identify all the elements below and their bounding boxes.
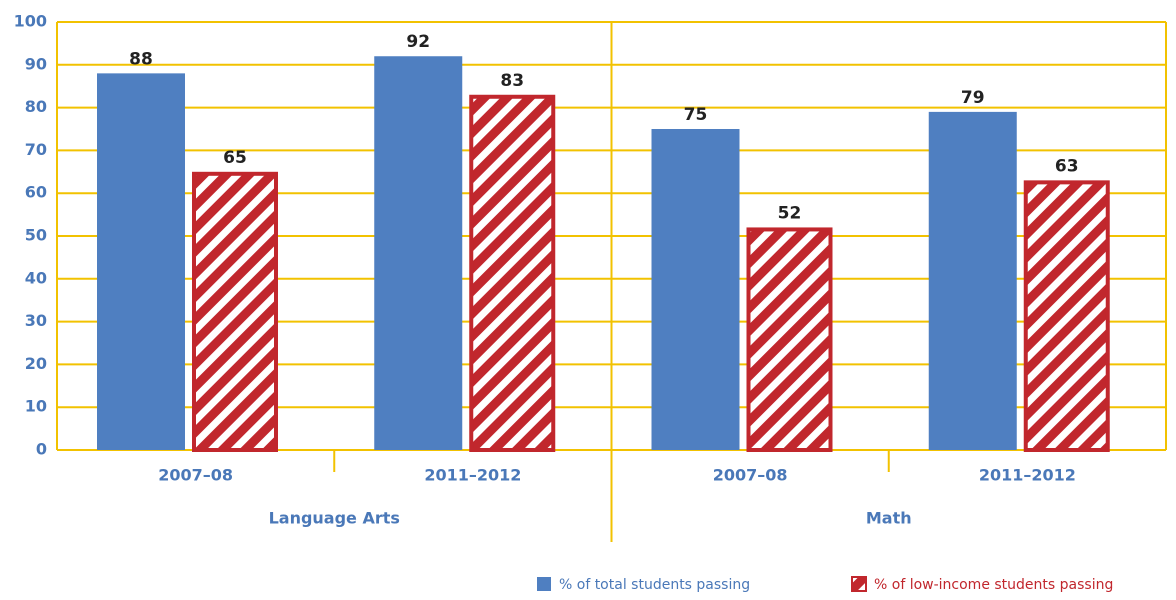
x-tick-label: 2011–2012	[979, 466, 1076, 485]
y-tick-label: 50	[25, 226, 47, 245]
y-tick-label: 30	[25, 311, 47, 330]
x-tick-label: 2011–2012	[424, 466, 521, 485]
y-tick-label: 100	[14, 12, 47, 31]
legend-label: % of total students passing	[559, 577, 750, 593]
value-label: 52	[778, 203, 802, 223]
y-tick-label: 20	[25, 354, 47, 373]
value-label: 75	[684, 105, 708, 125]
bar	[469, 94, 556, 452]
group-label: Math	[866, 509, 912, 528]
y-tick-label: 40	[25, 268, 47, 287]
bar	[374, 56, 463, 451]
y-tick-label: 10	[25, 397, 47, 416]
value-label: 88	[129, 49, 153, 69]
bar	[1023, 180, 1110, 453]
y-tick-label: 60	[25, 183, 47, 202]
value-label: 63	[1055, 156, 1079, 176]
group-label: Language Arts	[269, 509, 400, 528]
y-tick-label: 0	[36, 440, 47, 459]
bar	[97, 73, 185, 451]
y-tick-label: 80	[25, 97, 47, 116]
legend-swatch	[537, 577, 551, 591]
value-label: 83	[500, 71, 524, 91]
bar	[192, 171, 278, 453]
value-label: 92	[406, 32, 430, 52]
x-tick-label: 2007–08	[158, 466, 233, 485]
value-label: 65	[223, 148, 247, 168]
x-tick-label: 2007–08	[713, 466, 788, 485]
y-tick-label: 70	[25, 140, 47, 159]
bar	[928, 111, 1017, 450]
value-label: 79	[961, 88, 985, 108]
bar	[651, 129, 740, 450]
bar	[746, 227, 833, 452]
y-tick-label: 90	[25, 54, 47, 73]
legend-swatch	[851, 576, 867, 592]
legend-label: % of low-income students passing	[874, 577, 1113, 593]
